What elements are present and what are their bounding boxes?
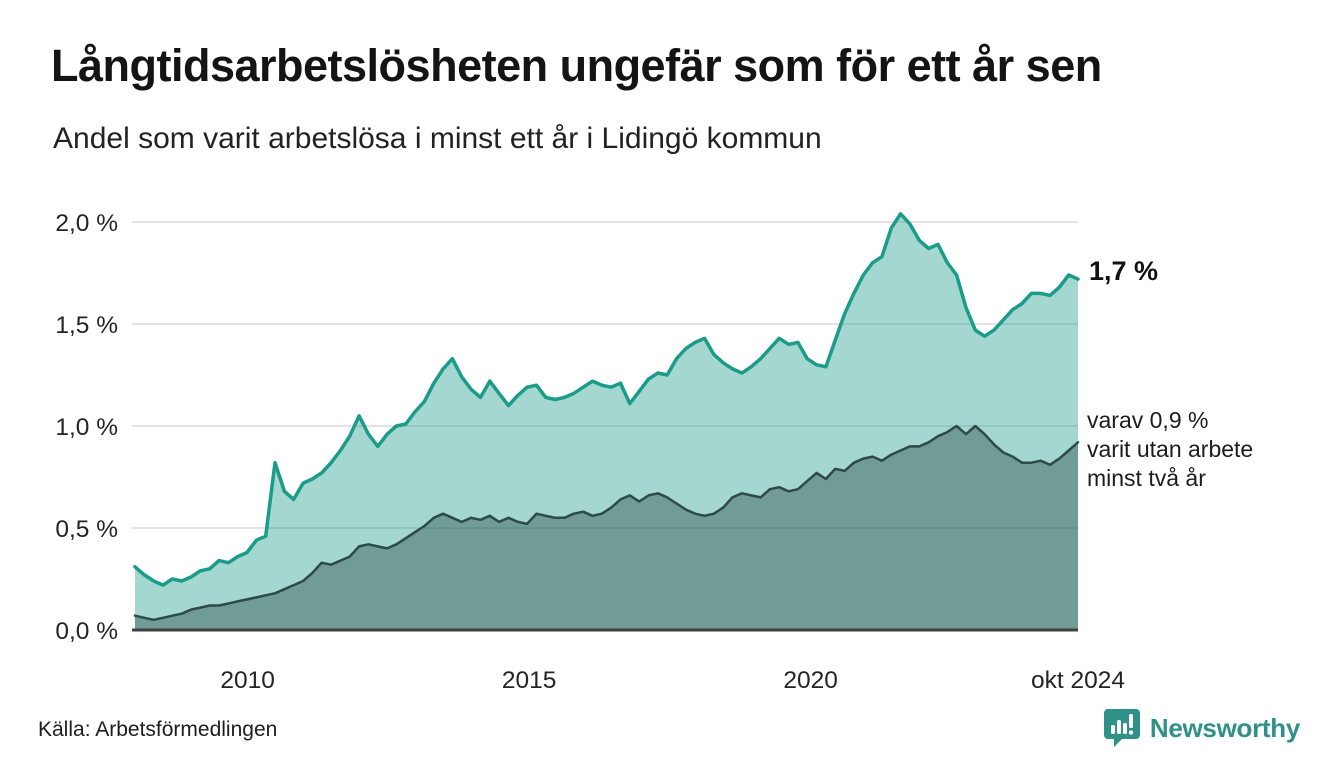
line-series-2	[133, 424, 1080, 622]
chart-subtitle: Andel som varit arbetslösa i minst ett å…	[53, 122, 822, 155]
x-tick-label: 2015	[502, 667, 557, 694]
two-year-note-line-1: varav 0,9 %	[1087, 407, 1209, 433]
area-series-1	[135, 213, 1078, 631]
y-tick-label: 0,5 %	[55, 516, 118, 543]
two-year-note-line-3: minst två år	[1087, 464, 1206, 491]
line-series-1	[133, 212, 1080, 587]
two-year-note-line-2: varit utan arbete	[1087, 435, 1254, 462]
latest-value-label: 1,7 %	[1089, 256, 1159, 286]
newsworthy-wordmark: Newsworthy	[1149, 712, 1300, 743]
y-tick-label: 1,5 %	[55, 312, 118, 339]
y-tick-label: 1,0 %	[55, 414, 118, 441]
two-year-note: varav 0,9 % varit utan arbete minst två …	[1087, 406, 1253, 493]
chart-title: Långtidsarbetslösheten ungefär som för e…	[51, 40, 1102, 91]
x-tick-label: okt 2024	[1031, 667, 1125, 694]
x-tick-label: 2010	[220, 667, 275, 694]
newsworthy-logo: Newsworthy	[1103, 708, 1300, 748]
x-tick-label: 2020	[783, 667, 838, 694]
source-label: Källa: Arbetsförmedlingen	[38, 718, 278, 741]
y-tick-label: 0,0 %	[55, 618, 118, 645]
area-series-2	[135, 426, 1078, 630]
y-tick-label: 2,0 %	[55, 210, 118, 237]
newsworthy-icon	[1103, 709, 1140, 747]
